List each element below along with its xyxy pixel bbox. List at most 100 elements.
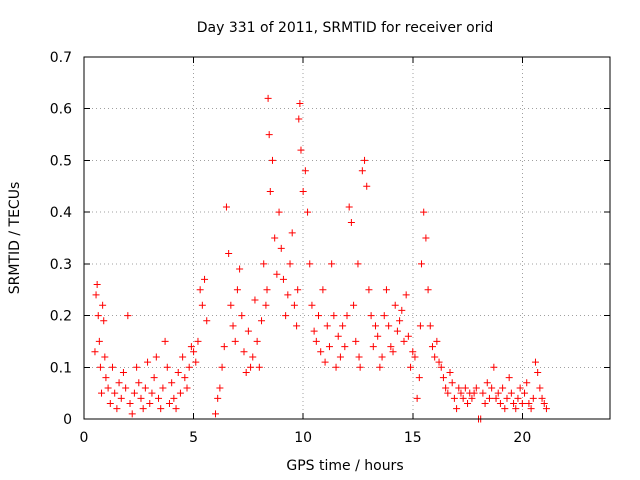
data-point xyxy=(446,368,454,376)
data-point xyxy=(262,301,270,309)
data-point xyxy=(306,260,314,268)
data-point xyxy=(461,384,469,392)
data-point xyxy=(253,337,261,345)
data-point xyxy=(389,348,397,356)
data-point xyxy=(488,384,496,392)
data-point xyxy=(398,306,406,314)
data-point xyxy=(94,312,102,320)
data-point xyxy=(122,384,130,392)
y-tick-label: 0 xyxy=(63,412,72,428)
data-point xyxy=(496,399,504,407)
data-point xyxy=(214,394,222,402)
data-point xyxy=(402,291,410,299)
x-tick-label: 0 xyxy=(80,430,89,446)
y-axis-label: SRMTID / TECUs xyxy=(7,182,23,295)
data-point xyxy=(255,363,263,371)
data-point xyxy=(358,167,366,175)
x-tick-label: 20 xyxy=(513,430,531,446)
data-point xyxy=(139,405,147,413)
data-point xyxy=(117,394,125,402)
data-point xyxy=(343,312,351,320)
data-point xyxy=(91,348,99,356)
y-tick-label: 0.3 xyxy=(50,257,72,273)
data-point xyxy=(312,337,320,345)
data-point xyxy=(98,389,106,397)
data-point xyxy=(263,286,271,294)
data-point xyxy=(367,312,375,320)
data-point xyxy=(325,343,333,351)
data-point xyxy=(439,374,447,382)
data-point xyxy=(100,317,108,325)
data-point xyxy=(266,187,274,195)
data-point xyxy=(115,379,123,387)
data-point xyxy=(297,146,305,154)
data-point xyxy=(310,327,318,335)
x-tick-label: 5 xyxy=(189,430,198,446)
data-point xyxy=(238,312,246,320)
data-point xyxy=(181,374,189,382)
data-point xyxy=(258,317,266,325)
data-point xyxy=(286,260,294,268)
data-point xyxy=(265,131,273,139)
data-point xyxy=(323,322,331,330)
data-point xyxy=(101,353,109,361)
data-point xyxy=(187,343,195,351)
data-point xyxy=(437,363,445,371)
data-point xyxy=(295,115,303,123)
data-point xyxy=(271,234,279,242)
data-point xyxy=(192,358,200,366)
data-point xyxy=(453,405,461,413)
data-point xyxy=(106,399,114,407)
data-point xyxy=(352,337,360,345)
data-point xyxy=(411,353,419,361)
data-point xyxy=(141,384,149,392)
data-point xyxy=(137,394,145,402)
data-point xyxy=(133,363,141,371)
data-point xyxy=(334,332,342,340)
data-point xyxy=(442,384,450,392)
data-point xyxy=(135,379,143,387)
data-point xyxy=(409,348,417,356)
data-point xyxy=(426,322,434,330)
data-point xyxy=(361,156,369,164)
y-tick-label: 0.2 xyxy=(50,309,72,325)
data-point xyxy=(424,286,432,294)
chart-title: Day 331 of 2011, SRMTID for receiver ori… xyxy=(197,20,494,36)
grid xyxy=(84,57,610,419)
data-point xyxy=(268,156,276,164)
data-point xyxy=(332,363,340,371)
data-point xyxy=(321,358,329,366)
data-point xyxy=(198,301,206,309)
data-point xyxy=(450,394,458,402)
data-point xyxy=(288,229,296,237)
data-point xyxy=(111,389,119,397)
data-point xyxy=(157,405,165,413)
data-point xyxy=(413,394,421,402)
data-point xyxy=(212,410,219,418)
x-tick-label: 15 xyxy=(404,430,422,446)
data-point xyxy=(126,399,134,407)
data-point xyxy=(183,384,191,392)
data-point xyxy=(378,353,386,361)
data-point xyxy=(374,332,382,340)
data-point xyxy=(404,332,412,340)
data-point xyxy=(104,384,112,392)
data-point xyxy=(479,389,487,397)
data-point xyxy=(130,389,138,397)
data-point xyxy=(93,281,101,289)
data-point xyxy=(174,368,182,376)
data-point xyxy=(345,203,353,211)
data-point xyxy=(203,317,211,325)
data-point xyxy=(102,374,110,382)
data-point xyxy=(260,260,268,268)
data-point xyxy=(152,353,160,361)
data-point xyxy=(341,343,349,351)
data-point xyxy=(363,182,371,190)
y-tick-label: 0.4 xyxy=(50,205,72,221)
data-point xyxy=(284,291,292,299)
data-point xyxy=(244,327,252,335)
data-point xyxy=(264,94,272,102)
data-point xyxy=(124,312,132,320)
data-point xyxy=(144,358,152,366)
